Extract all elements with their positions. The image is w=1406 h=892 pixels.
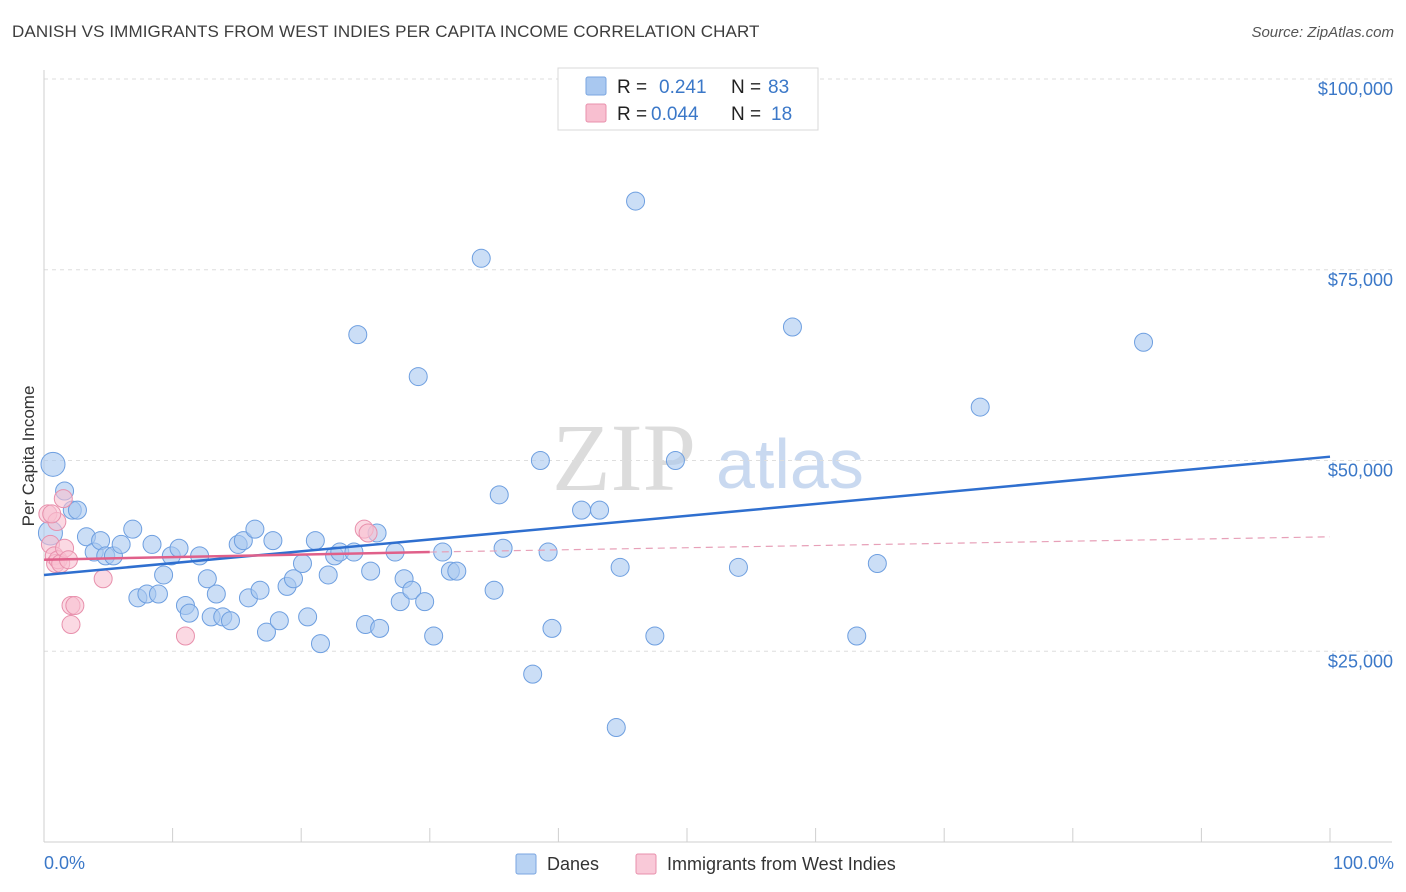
danes-point-32 bbox=[256, 622, 276, 642]
danes-point-56 bbox=[424, 626, 444, 646]
danes-point-67 bbox=[542, 618, 562, 638]
source-label: Source: ZipAtlas.com bbox=[1251, 24, 1394, 41]
x-ticks bbox=[43, 828, 1331, 842]
legend-n-value-danes: 83 bbox=[768, 77, 789, 98]
danes-point-11 bbox=[123, 519, 143, 539]
danes-point-40 bbox=[310, 634, 330, 654]
danes-point-39 bbox=[305, 531, 325, 551]
danes-point-14 bbox=[142, 534, 162, 554]
danes-point-45 bbox=[348, 325, 368, 345]
legend-r-label-danes: R = bbox=[617, 77, 647, 98]
watermark-atlas: atlas bbox=[716, 425, 864, 503]
danes-point-18 bbox=[169, 538, 189, 558]
danes-point-74 bbox=[665, 451, 685, 470]
danes-point-61 bbox=[484, 580, 504, 600]
danes-point-22 bbox=[197, 569, 217, 589]
legend-n-label-danes: N = bbox=[731, 77, 761, 98]
legend-r-value-danes: 0.241 bbox=[659, 77, 707, 98]
legend-swatch-west-indies bbox=[585, 103, 607, 123]
danes-point-4 bbox=[67, 500, 87, 520]
danes-point-28 bbox=[233, 531, 253, 551]
west-indies-trend-line bbox=[43, 550, 430, 561]
danes-point-37 bbox=[292, 554, 312, 574]
west-indies-point-13 bbox=[93, 569, 113, 589]
trend-lines bbox=[43, 455, 1331, 577]
danes-point-63 bbox=[493, 538, 513, 558]
danes-point-1 bbox=[40, 451, 66, 477]
bottom-legend-swatch-west-indies bbox=[635, 853, 657, 875]
danes-point-80 bbox=[1134, 332, 1154, 352]
danes-point-16 bbox=[154, 565, 174, 585]
x-tick-label-max: 100.0% bbox=[1333, 853, 1394, 873]
west-indies-trend-extension bbox=[429, 536, 1331, 553]
danes-point-36 bbox=[283, 569, 303, 589]
danes-point-69 bbox=[590, 500, 610, 520]
y-tick-label-2: $75,000 bbox=[1328, 270, 1393, 290]
chart-title: DANISH VS IMMIGRANTS FROM WEST INDIES PE… bbox=[12, 22, 760, 41]
danes-point-31 bbox=[250, 580, 270, 600]
danes-point-70 bbox=[610, 557, 630, 577]
series-legend: Danes Immigrants from West Indies bbox=[515, 853, 896, 875]
y-axis-label: Per Capita Income bbox=[19, 386, 38, 527]
gridlines bbox=[44, 78, 1392, 652]
y-tick-label-1: $50,000 bbox=[1328, 461, 1393, 481]
legend-r-value-west-indies: 0.044 bbox=[651, 104, 699, 125]
correlation-legend: R = 0.241 N = 83 R = 0.044 N = 18 bbox=[557, 67, 819, 131]
legend-swatch-danes bbox=[585, 76, 607, 96]
y-tick-labels: $25,000 $50,000 $75,000 $100,000 bbox=[1318, 79, 1393, 671]
danes-point-24 bbox=[206, 584, 226, 604]
legend-n-value-west-indies: 18 bbox=[771, 104, 792, 125]
danes-point-66 bbox=[538, 542, 558, 562]
danes-point-75 bbox=[728, 557, 748, 577]
danes-point-10 bbox=[111, 534, 131, 554]
danes-point-30 bbox=[245, 519, 265, 539]
west-indies-point-12 bbox=[65, 595, 85, 615]
west-indies-point-14 bbox=[175, 626, 195, 646]
danes-point-20 bbox=[179, 603, 199, 623]
legend-r-label-west-indies: R = bbox=[617, 104, 647, 125]
danes-point-64 bbox=[523, 664, 543, 684]
west-indies-point-7 bbox=[53, 489, 73, 509]
danes-point-38 bbox=[298, 607, 318, 627]
danes-point-15 bbox=[148, 584, 168, 604]
danes-point-26 bbox=[220, 611, 240, 631]
danes-point-53 bbox=[402, 580, 422, 600]
y-tick-label-0: $25,000 bbox=[1328, 651, 1393, 671]
danes-point-73 bbox=[645, 626, 665, 646]
danes-point-34 bbox=[269, 611, 289, 631]
danes-point-72 bbox=[626, 191, 646, 211]
danes-point-54 bbox=[408, 367, 428, 387]
danes-point-76 bbox=[782, 317, 802, 337]
danes-point-59 bbox=[447, 561, 467, 581]
danes-point-62 bbox=[489, 485, 509, 505]
danes-point-33 bbox=[263, 531, 283, 551]
bottom-legend-swatch-danes bbox=[515, 853, 537, 875]
west-indies-point-16 bbox=[358, 523, 378, 543]
legend-n-label-west-indies: N = bbox=[731, 104, 761, 125]
danes-point-49 bbox=[370, 618, 390, 638]
west-indies-point-11 bbox=[61, 615, 81, 635]
x-tick-label-min: 0.0% bbox=[44, 853, 85, 873]
danes-point-78 bbox=[867, 554, 887, 574]
danes-point-77 bbox=[847, 626, 867, 646]
danes-point-71 bbox=[606, 718, 626, 738]
west-indies-point-17 bbox=[42, 504, 62, 524]
danes-point-68 bbox=[572, 500, 592, 520]
y-tick-label-3: $100,000 bbox=[1318, 79, 1393, 99]
danes-point-60 bbox=[471, 248, 491, 268]
bottom-legend-label-west-indies: Immigrants from West Indies bbox=[667, 854, 896, 874]
danes-point-47 bbox=[361, 561, 381, 581]
danes-point-55 bbox=[415, 592, 435, 612]
danes-point-41 bbox=[318, 565, 338, 585]
danes-point-51 bbox=[390, 592, 410, 612]
west-indies-points bbox=[38, 489, 378, 646]
danes-point-65 bbox=[530, 451, 550, 470]
bottom-legend-label-danes: Danes bbox=[547, 854, 599, 874]
danes-point-79 bbox=[970, 397, 990, 417]
